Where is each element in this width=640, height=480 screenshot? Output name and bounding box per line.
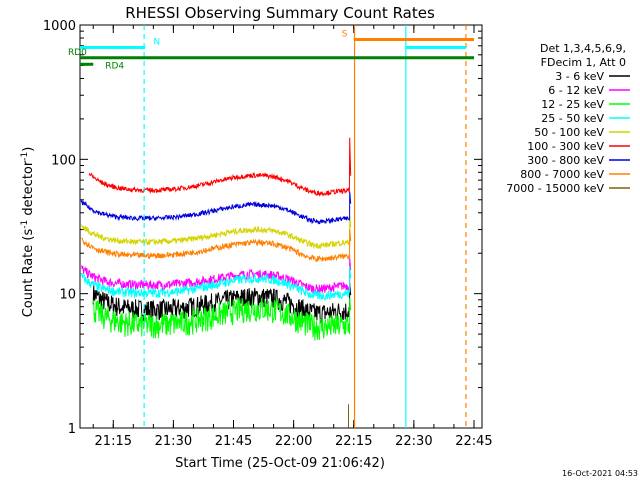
- series-line: [80, 215, 352, 250]
- legend-label: 7000 - 15000 keV: [506, 182, 604, 195]
- y-tick-label: 1: [68, 422, 76, 437]
- x-tick-label: 22:00: [275, 434, 312, 449]
- x-tick-label: 22:45: [455, 434, 492, 449]
- series-line: [92, 297, 352, 341]
- legend-label: 3 - 6 keV: [555, 70, 604, 83]
- series-line: [80, 228, 352, 263]
- x-tick-label: 22:15: [335, 434, 372, 449]
- y-tick-label: 100: [51, 153, 76, 168]
- x-tick-label: 21:45: [215, 434, 252, 449]
- series-line: [88, 137, 352, 197]
- x-axis-label: Start Time (25-Oct-09 21:06:42): [175, 456, 385, 471]
- annotation-label: RD4: [105, 61, 124, 71]
- legend-label: 25 - 50 keV: [541, 112, 604, 125]
- series-line: [80, 191, 352, 225]
- legend-label: 12 - 25 keV: [541, 98, 604, 111]
- annotation-label: N: [153, 37, 160, 47]
- plot-area: [79, 24, 483, 429]
- legend: Det 1,3,4,5,6,9, FDecim 1, Att 0 3 - 6 k…: [506, 42, 630, 195]
- x-tick-label: 21:30: [155, 434, 192, 449]
- timestamp: 16-Oct-2021 04:53: [562, 469, 638, 478]
- y-tick-label: 1000: [43, 19, 76, 34]
- x-tick-label: 22:30: [395, 434, 432, 449]
- legend-label: 800 - 7000 keV: [520, 168, 604, 181]
- plot-frame: [79, 24, 483, 429]
- series-line: [81, 258, 352, 294]
- legend-header-fdecim: FDecim 1, Att 0: [541, 56, 626, 69]
- series-line: [80, 266, 352, 302]
- y-axis-label: Count Rate (s-1 detector-1): [20, 147, 36, 318]
- x-tick-label: 21:15: [95, 434, 132, 449]
- chart-title: RHESSI Observing Summary Count Rates: [125, 4, 435, 22]
- legend-header-detectors: Det 1,3,4,5,6,9,: [540, 42, 626, 55]
- legend-label: 100 - 300 keV: [527, 140, 604, 153]
- legend-label: 50 - 100 keV: [534, 126, 604, 139]
- annotation-label: RD0: [68, 48, 87, 58]
- legend-label: 6 - 12 keV: [548, 84, 604, 97]
- legend-label: 300 - 800 keV: [527, 154, 604, 167]
- annotation-label: S: [342, 29, 348, 39]
- y-tick-label: 10: [59, 288, 76, 303]
